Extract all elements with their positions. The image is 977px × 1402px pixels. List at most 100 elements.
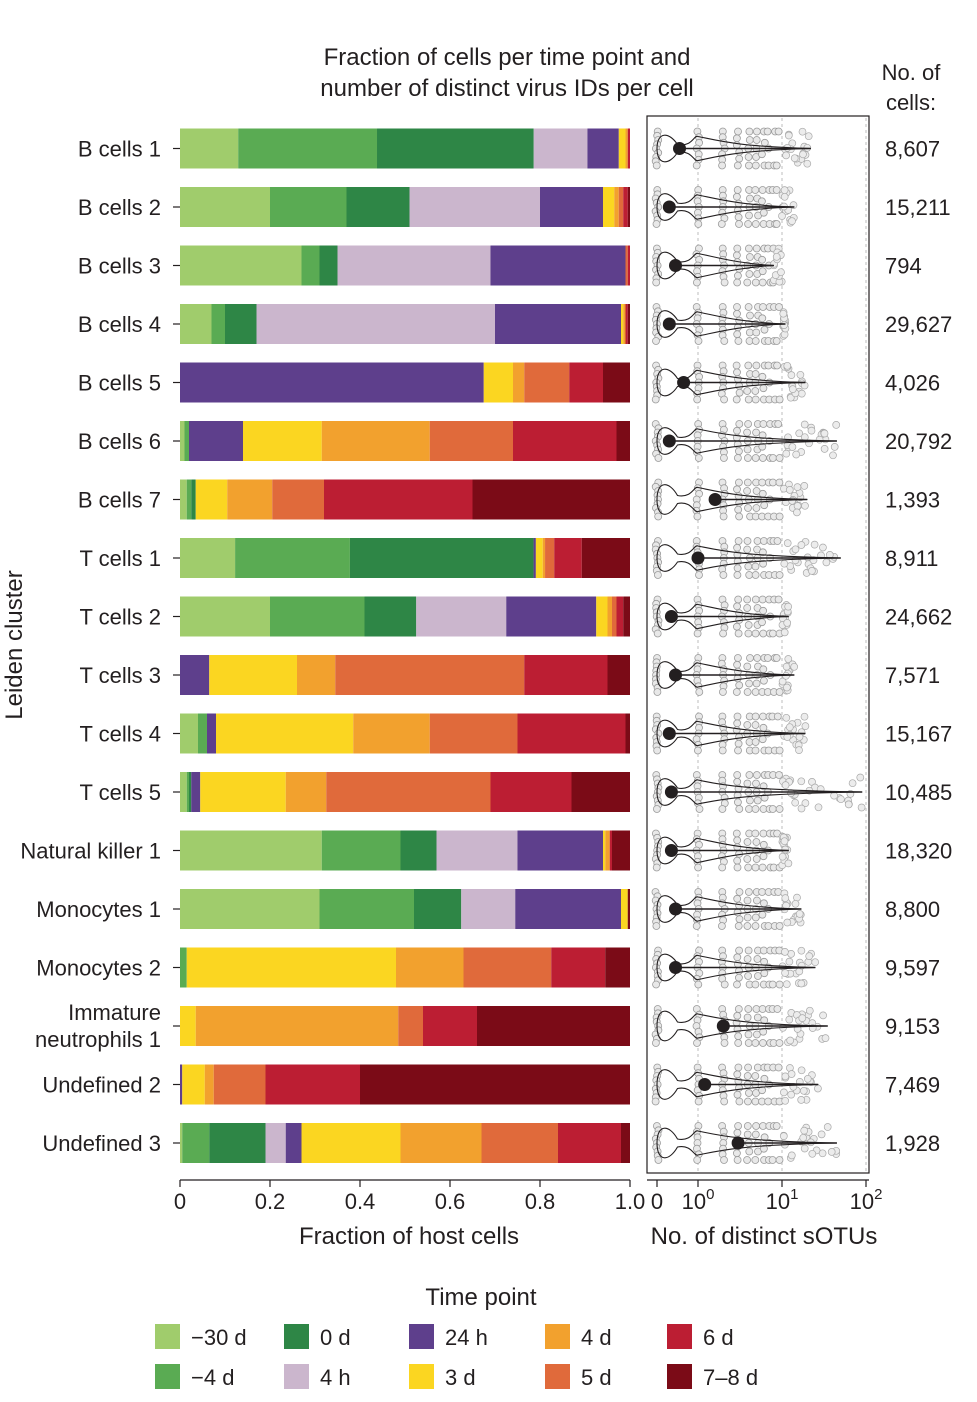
cell-count: 794 [885, 254, 922, 279]
violin-point [774, 595, 783, 604]
violin-point [734, 271, 742, 280]
violin-point [695, 805, 704, 813]
bar-segment [605, 947, 630, 988]
legend-label: 0 d [320, 1325, 351, 1350]
violin-point [759, 829, 768, 838]
violin-point [744, 972, 752, 980]
bar-segment [490, 245, 626, 286]
bar-segment [265, 1123, 286, 1163]
legend-label: 7–8 d [703, 1365, 758, 1390]
cell-count: 1,928 [885, 1131, 940, 1156]
violin-point [735, 388, 744, 397]
cell-count: 9,153 [885, 1014, 940, 1039]
legend-item: 6 d [667, 1324, 734, 1350]
violin-median [662, 434, 676, 448]
x-axis: 0 0.2 0.4 0.6 0.8 1.0 [174, 1179, 645, 1214]
bar-segment [515, 889, 621, 929]
violin-point [752, 679, 761, 688]
violin-point [693, 629, 702, 638]
violin-point [759, 208, 768, 217]
bar-segment [416, 596, 507, 637]
legend-item: 4 d [545, 1324, 612, 1350]
violin-point [784, 131, 793, 140]
violin-point [783, 918, 792, 927]
cell-count: 7,571 [885, 663, 940, 688]
violin-point [752, 1122, 760, 1130]
violin-point [733, 843, 742, 851]
violin-point [744, 303, 753, 311]
violin-point [781, 845, 790, 854]
bar-segment [545, 538, 555, 578]
violin-outline [656, 557, 841, 572]
legend-swatch [667, 1364, 692, 1389]
cell-count: 8,607 [885, 137, 940, 162]
violin-point [790, 154, 799, 163]
category-label: Undefined 2 [42, 1073, 161, 1098]
violin-point [732, 688, 741, 696]
violin-point [717, 220, 726, 228]
violin-point [760, 1133, 769, 1142]
violin-point [819, 1011, 827, 1020]
violin-point [746, 194, 754, 203]
bar-segment [204, 1064, 214, 1105]
violin-point [743, 428, 751, 437]
violin-point [720, 278, 729, 287]
violin-point [759, 840, 768, 849]
violin-point [783, 619, 792, 627]
violin-outline [656, 484, 808, 501]
violin-point [743, 855, 752, 863]
bar-segment [182, 1123, 210, 1163]
violin-point [733, 1156, 742, 1164]
violin-point [751, 1097, 760, 1106]
violin-point [744, 454, 752, 462]
violin-point [758, 888, 766, 896]
legend-swatch [667, 1324, 692, 1349]
bar-segment [319, 889, 414, 929]
bar-row [180, 1006, 630, 1046]
x-tick-label: 0.8 [525, 1189, 556, 1214]
violin-point [733, 244, 742, 253]
violin-point [798, 1014, 807, 1022]
violin-point [734, 337, 743, 345]
violin-point [769, 454, 777, 462]
violin-point [799, 1086, 808, 1095]
violin-point [693, 278, 701, 287]
violin-point [732, 395, 741, 404]
violin-outline [656, 323, 786, 338]
bar-segment [198, 713, 207, 754]
bar-segment [285, 1123, 302, 1163]
violin-point [800, 482, 809, 490]
violin-point [797, 804, 806, 813]
bar-segment [627, 889, 630, 929]
violin-row [651, 303, 790, 345]
category-label: B cells 7 [78, 488, 161, 513]
legend-swatch [545, 1364, 570, 1389]
violin-point [733, 777, 742, 786]
legend-swatch [155, 1324, 180, 1349]
violin-point [781, 781, 790, 789]
violin-point [759, 665, 768, 674]
bar-segment [436, 830, 518, 871]
violin-x-axis-label: No. of distinct sOTUs [651, 1223, 878, 1250]
bar-segment [184, 421, 189, 461]
violin-outline [656, 966, 816, 982]
violin-point [785, 723, 794, 732]
violin-point [743, 779, 752, 788]
violin-point [759, 946, 768, 955]
violin-point [733, 953, 742, 962]
cell-count: 18,320 [885, 839, 952, 864]
category-label: T cells 3 [79, 663, 161, 688]
violin-point [785, 1015, 794, 1024]
violin-point [758, 431, 767, 440]
violin-outline [656, 1127, 837, 1144]
bar-segment [614, 187, 619, 227]
violin-point [772, 220, 781, 228]
bar-segment [625, 304, 628, 344]
violin-point [772, 252, 781, 261]
violin-point [758, 314, 767, 323]
violin-point [818, 1149, 827, 1158]
bar-segment [429, 421, 513, 461]
cell-count: 10,485 [885, 780, 952, 805]
legend-title: Time point [425, 1284, 536, 1311]
violin-point [654, 512, 663, 521]
